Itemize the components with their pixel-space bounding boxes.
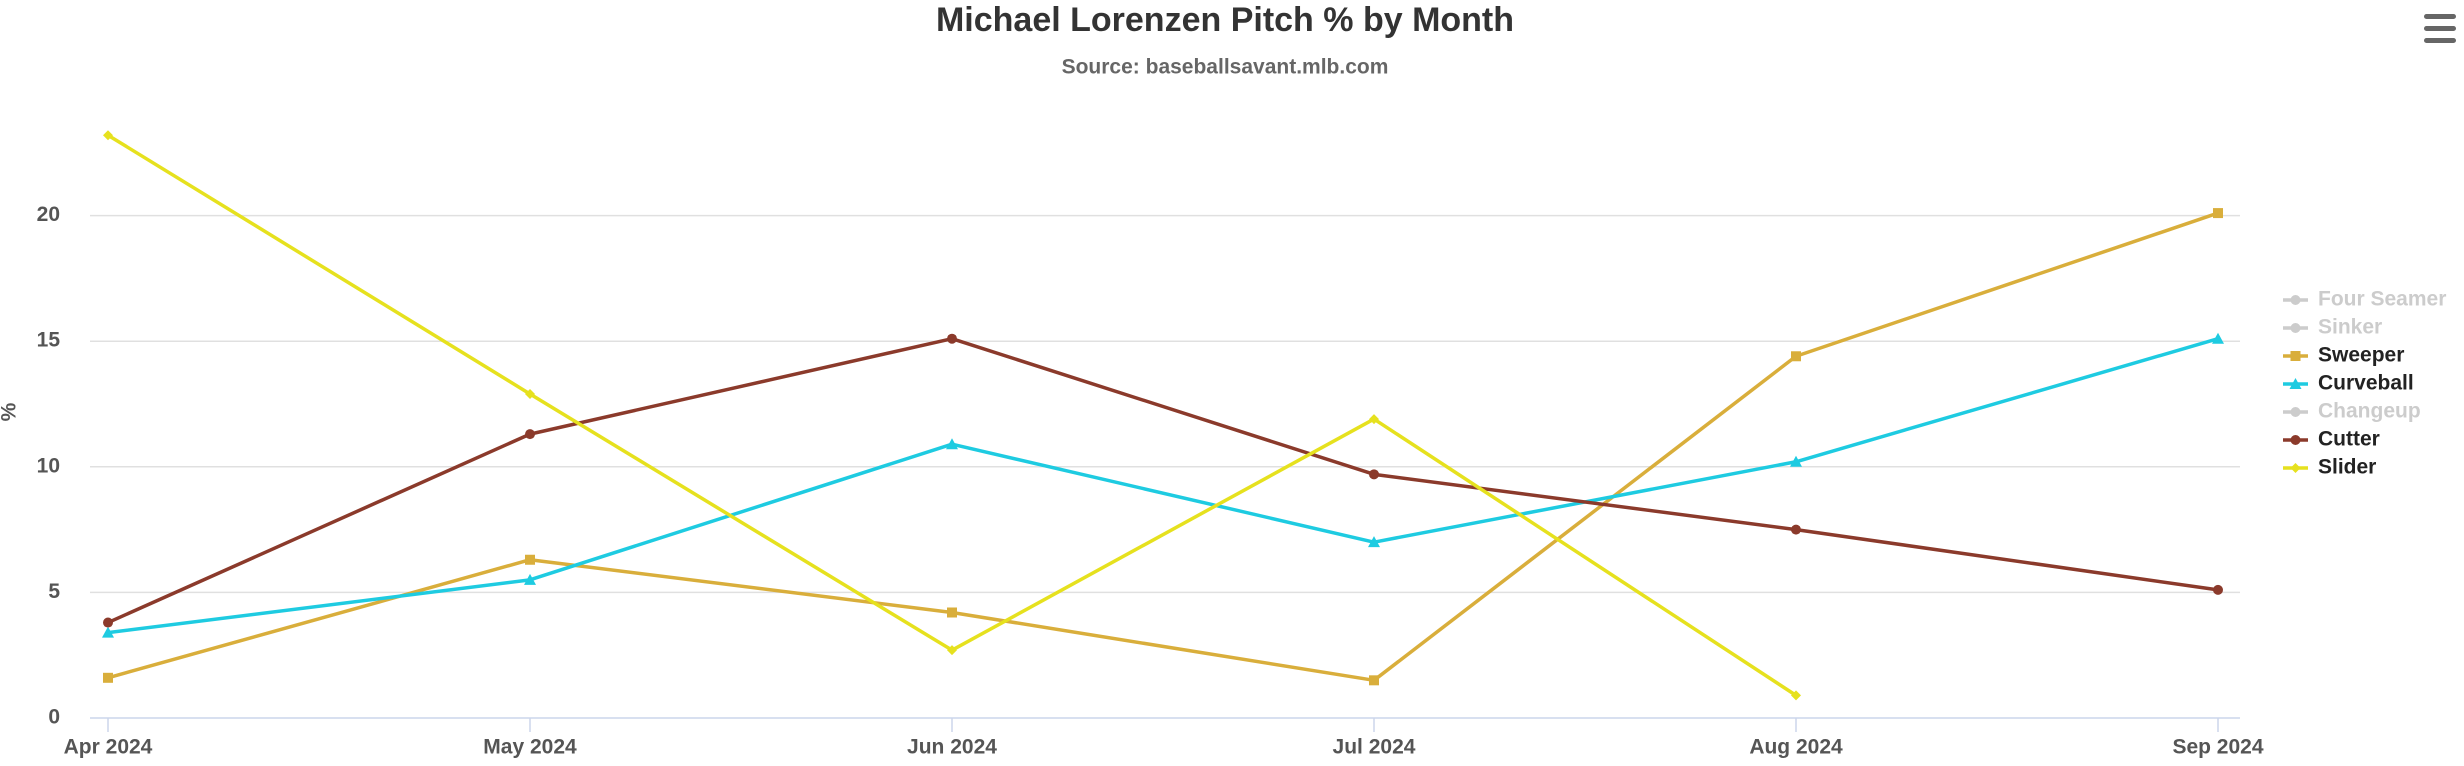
x-tick-label: May 2024 (483, 736, 577, 759)
point (525, 429, 535, 440)
point (947, 645, 957, 656)
menu-bar (2424, 14, 2456, 19)
point (2290, 351, 2301, 361)
point (2213, 584, 2223, 595)
series (102, 332, 2224, 638)
point (2290, 463, 2301, 473)
legend-label: Changeup (2318, 400, 2421, 423)
point (2290, 435, 2301, 445)
point (947, 333, 957, 344)
series-line (107, 336, 2219, 625)
point (947, 607, 957, 618)
menu-bar (2424, 26, 2456, 31)
series (103, 333, 2223, 628)
menu-bar (2424, 38, 2456, 43)
chart-title: Michael Lorenzen Pitch % by Month (936, 1, 1514, 39)
legend-item[interactable]: Changeup (2283, 400, 2421, 423)
y-tick-label: 0 (48, 706, 60, 729)
point (1368, 536, 1380, 548)
x-tick-label: Jun 2024 (907, 736, 997, 759)
point (103, 130, 113, 141)
point (2212, 332, 2224, 344)
point (2213, 208, 2223, 219)
legend-item[interactable]: Curveball (2283, 372, 2414, 395)
point (2289, 378, 2302, 389)
legend-label: Slider (2318, 456, 2376, 479)
legend-label: Curveball (2318, 372, 2414, 395)
series-line (107, 211, 2219, 683)
point (102, 626, 114, 638)
point (1791, 524, 1801, 535)
y-tick-label: 5 (48, 580, 60, 603)
legend-label: Cutter (2318, 428, 2380, 451)
point (1790, 455, 1802, 467)
x-tick-label: Jul 2024 (1333, 736, 1416, 759)
series-line (107, 337, 2219, 635)
legend-label: Sinker (2318, 316, 2382, 339)
point (2290, 295, 2301, 305)
x-tick-label: Sep 2024 (2172, 736, 2263, 759)
y-axis-label: % (0, 402, 21, 421)
x-tick-label: Apr 2024 (64, 736, 153, 759)
legend-item[interactable]: Cutter (2283, 428, 2380, 451)
legend-label: Sweeper (2318, 344, 2404, 367)
legend-item[interactable]: Sweeper (2283, 344, 2404, 367)
point (1369, 414, 1379, 425)
menu-button[interactable] (2424, 14, 2456, 43)
point (1369, 675, 1379, 686)
x-tick-label: Aug 2024 (1749, 736, 1843, 759)
y-tick-label: 15 (37, 329, 61, 352)
point (1369, 469, 1379, 480)
legend-label: Four Seamer (2318, 288, 2446, 311)
point (525, 388, 535, 399)
point (103, 672, 113, 683)
y-tick-label: 20 (37, 203, 60, 226)
point (524, 573, 536, 585)
point (1791, 690, 1801, 701)
point (946, 438, 958, 450)
point (525, 554, 535, 565)
series (103, 130, 1801, 701)
y-tick-label: 10 (37, 454, 60, 477)
legend-item[interactable]: Four Seamer (2283, 288, 2446, 311)
point (1791, 351, 1801, 362)
legend-item[interactable]: Slider (2283, 456, 2376, 479)
point (103, 617, 113, 628)
point (2290, 407, 2301, 417)
chart-subtitle: Source: baseballsavant.mlb.com (1062, 56, 1389, 79)
series (103, 208, 2223, 686)
point (2290, 323, 2301, 333)
legend-item[interactable]: Sinker (2283, 316, 2382, 339)
